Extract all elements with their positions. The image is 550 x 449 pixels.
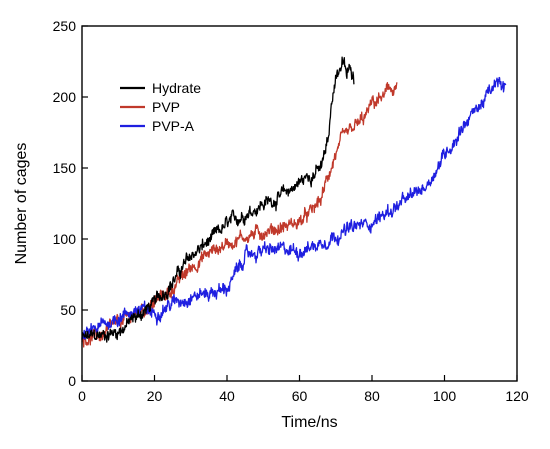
x-tick-label: 80 (364, 388, 380, 404)
series-line-pvp-a (81, 76, 507, 340)
x-tick-label: 60 (292, 388, 308, 404)
y-tick-label: 50 (60, 302, 76, 318)
legend-label-pvp-a: PVP-A (152, 118, 195, 134)
legend-label-pvp: PVP (152, 99, 180, 115)
x-tick-label: 20 (147, 388, 163, 404)
y-tick-label: 150 (53, 160, 77, 176)
y-tick-label: 200 (53, 89, 77, 105)
x-tick-label: 40 (219, 388, 235, 404)
y-tick-label: 0 (68, 373, 76, 389)
x-axis-title: Time/ns (281, 414, 337, 431)
x-tick-label: 120 (505, 388, 529, 404)
series-line-pvp (81, 81, 398, 348)
ticks-layer: 0 20 40 60 80 100 120 0 50 100 150 200 250 (53, 18, 529, 404)
legend-label-hydrate: Hydrate (152, 80, 201, 96)
y-tick-label: 100 (53, 231, 77, 247)
x-tick-label: 100 (433, 388, 457, 404)
series-layer (81, 56, 507, 348)
y-axis-title: Number of cages (13, 143, 30, 265)
x-tick-label: 0 (78, 388, 86, 404)
y-tick-label: 250 (53, 18, 77, 34)
series-line-hydrate (81, 56, 355, 343)
plot-frame (81, 25, 518, 382)
legend: Hydrate PVP PVP-A (120, 80, 201, 134)
